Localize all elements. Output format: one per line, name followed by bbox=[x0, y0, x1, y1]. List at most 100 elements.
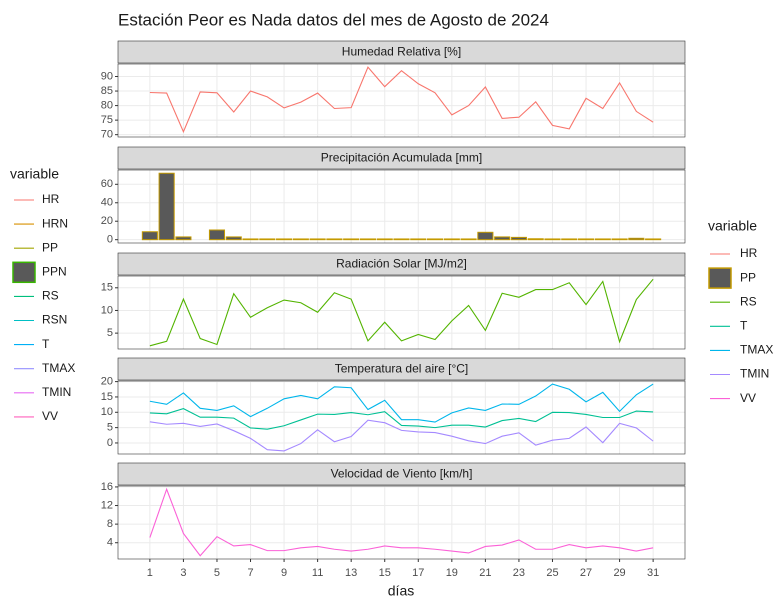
bar bbox=[292, 238, 309, 241]
panel-title: Temperatura del aire [°C] bbox=[335, 362, 469, 376]
bar bbox=[628, 237, 645, 241]
strip bbox=[117, 40, 686, 64]
panel bbox=[118, 170, 685, 243]
y-tick-label: 8 bbox=[107, 518, 113, 530]
legend-label: PP bbox=[42, 240, 58, 254]
panel-border bbox=[117, 275, 686, 350]
x-tick-label: 3 bbox=[180, 567, 186, 579]
x-tick-label: 31 bbox=[647, 567, 659, 579]
bar bbox=[611, 238, 628, 241]
legend-label: RS bbox=[42, 289, 59, 303]
bar bbox=[393, 238, 410, 241]
y-tick-label: 0 bbox=[107, 437, 113, 449]
bar bbox=[359, 238, 376, 241]
y-tick-label: 85 bbox=[101, 85, 113, 97]
legend-label: PPN bbox=[42, 264, 67, 278]
bar bbox=[443, 238, 460, 241]
panel-title: Velocidad de Viento [km/h] bbox=[331, 467, 473, 481]
panel-title: Humedad Relativa [%] bbox=[342, 45, 461, 59]
line bbox=[149, 487, 654, 557]
line bbox=[149, 383, 654, 423]
bar bbox=[225, 236, 242, 241]
bar bbox=[594, 238, 611, 241]
legend-label: TMIN bbox=[42, 385, 71, 399]
bar bbox=[242, 238, 259, 241]
y-tick-label: 5 bbox=[107, 422, 113, 434]
legend-label: TMAX bbox=[42, 361, 75, 375]
line bbox=[149, 278, 654, 347]
legend-key bbox=[708, 267, 732, 289]
panel-border bbox=[117, 169, 686, 244]
y-tick-label: 70 bbox=[101, 129, 113, 141]
y-tick-label: 20 bbox=[101, 215, 113, 227]
x-tick-label: 29 bbox=[613, 567, 625, 579]
x-tick-label: 11 bbox=[312, 567, 323, 579]
panel-border bbox=[117, 380, 686, 455]
y-tick-label: 40 bbox=[101, 197, 113, 209]
strip bbox=[117, 357, 686, 381]
legend-title: variable bbox=[708, 218, 757, 234]
bar bbox=[276, 238, 293, 241]
bar bbox=[494, 236, 511, 241]
x-tick-label: 7 bbox=[247, 567, 253, 579]
bar bbox=[477, 231, 494, 241]
bar bbox=[343, 238, 360, 241]
bar bbox=[577, 238, 595, 241]
chart-title: Estación Peor es Nada datos del mes de A… bbox=[118, 10, 549, 29]
bar bbox=[410, 238, 427, 241]
y-tick-label: 10 bbox=[101, 304, 113, 316]
bar bbox=[175, 236, 192, 241]
strip bbox=[117, 146, 686, 170]
legend-label: HRN bbox=[42, 216, 68, 230]
panel bbox=[118, 64, 685, 137]
x-tick-label: 17 bbox=[412, 567, 424, 579]
bar bbox=[326, 238, 343, 241]
bar bbox=[510, 236, 527, 241]
panel-title: Precipitación Acumulada [mm] bbox=[321, 151, 482, 165]
x-axis-label: días bbox=[388, 583, 414, 599]
legend-label: TMIN bbox=[740, 367, 769, 381]
bar bbox=[544, 238, 561, 241]
x-tick-label: 5 bbox=[214, 567, 220, 579]
x-tick-label: 19 bbox=[446, 567, 458, 579]
panel-border bbox=[117, 63, 686, 138]
legend-label: VV bbox=[42, 409, 58, 423]
strip bbox=[117, 462, 686, 486]
line bbox=[149, 419, 654, 452]
y-tick-label: 75 bbox=[101, 114, 113, 126]
legend-label: T bbox=[740, 318, 748, 332]
x-tick-label: 15 bbox=[379, 567, 391, 579]
line bbox=[149, 408, 654, 430]
y-tick-label: 0 bbox=[107, 234, 113, 246]
y-tick-label: 5 bbox=[107, 327, 113, 339]
legend-label: TMAX bbox=[740, 343, 773, 357]
legend-label: T bbox=[42, 337, 50, 351]
bar bbox=[427, 238, 444, 241]
panel-title: Radiación Solar [MJ/m2] bbox=[336, 257, 467, 271]
x-tick-label: 27 bbox=[580, 567, 592, 579]
y-tick-label: 90 bbox=[101, 70, 113, 82]
legend-label: RSN bbox=[42, 313, 67, 327]
panel bbox=[118, 276, 685, 349]
bar bbox=[208, 229, 226, 241]
x-tick-label: 1 bbox=[147, 567, 153, 579]
bar bbox=[561, 238, 578, 241]
bar bbox=[527, 238, 544, 241]
x-tick-label: 13 bbox=[345, 567, 357, 579]
bar bbox=[645, 238, 662, 241]
legend-label: HR bbox=[740, 246, 758, 260]
bar bbox=[158, 172, 175, 241]
bar bbox=[460, 238, 477, 241]
legend-label: RS bbox=[740, 294, 757, 308]
legend-label: HR bbox=[42, 192, 60, 206]
x-tick-label: 21 bbox=[479, 567, 491, 579]
y-tick-label: 20 bbox=[101, 376, 113, 388]
x-tick-label: 23 bbox=[513, 567, 525, 579]
y-tick-label: 16 bbox=[101, 481, 113, 493]
y-tick-label: 80 bbox=[101, 99, 113, 111]
y-tick-label: 12 bbox=[101, 499, 113, 511]
line bbox=[149, 66, 654, 134]
x-tick-label: 25 bbox=[546, 567, 558, 579]
panel-border bbox=[117, 485, 686, 560]
bar bbox=[259, 238, 276, 241]
